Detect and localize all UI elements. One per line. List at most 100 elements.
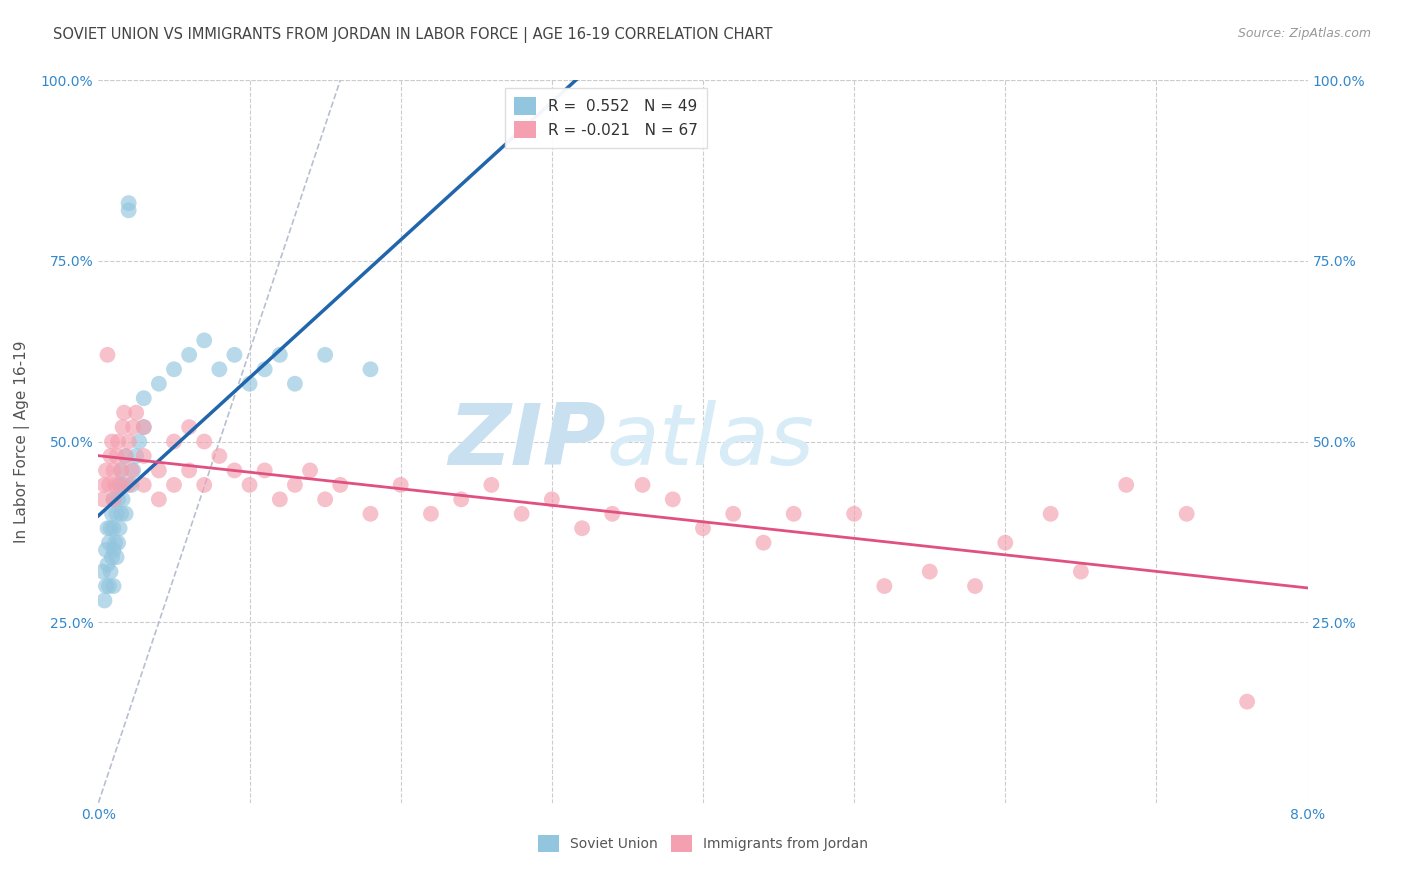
Point — [752, 535, 775, 549]
Point — [94, 542, 117, 557]
Point — [108, 521, 131, 535]
Point — [918, 565, 941, 579]
Point — [314, 492, 336, 507]
Point — [114, 449, 136, 463]
Point — [122, 420, 145, 434]
Point — [93, 593, 115, 607]
Point — [873, 579, 896, 593]
Point — [389, 478, 412, 492]
Point — [224, 463, 246, 477]
Point — [122, 463, 145, 477]
Point — [108, 478, 131, 492]
Point — [661, 492, 683, 507]
Point — [107, 535, 129, 549]
Text: Source: ZipAtlas.com: Source: ZipAtlas.com — [1237, 27, 1371, 40]
Point — [110, 463, 132, 477]
Point — [314, 348, 336, 362]
Point — [329, 478, 352, 492]
Point — [179, 463, 201, 477]
Point — [571, 521, 593, 535]
Point — [148, 492, 170, 507]
Point — [269, 348, 291, 362]
Point — [125, 406, 148, 420]
Point — [98, 579, 121, 593]
Point — [121, 463, 143, 477]
Point — [94, 579, 117, 593]
Point — [450, 492, 472, 507]
Point — [253, 362, 276, 376]
Point — [110, 463, 132, 477]
Point — [284, 376, 307, 391]
Point — [193, 434, 215, 449]
Point — [104, 535, 127, 549]
Point — [103, 492, 125, 507]
Point — [98, 535, 121, 549]
Point — [163, 362, 186, 376]
Point — [103, 492, 125, 507]
Point — [132, 478, 155, 492]
Point — [965, 579, 987, 593]
Point — [1039, 507, 1062, 521]
Point — [148, 376, 170, 391]
Point — [132, 420, 155, 434]
Point — [103, 521, 125, 535]
Point — [994, 535, 1017, 549]
Point — [284, 478, 307, 492]
Legend: Soviet Union, Immigrants from Jordan: Soviet Union, Immigrants from Jordan — [533, 830, 873, 857]
Point — [103, 542, 125, 557]
Point — [253, 463, 276, 477]
Point — [148, 463, 170, 477]
Point — [96, 558, 118, 572]
Point — [93, 478, 115, 492]
Point — [105, 507, 128, 521]
Point — [100, 521, 122, 535]
Point — [163, 434, 186, 449]
Point — [783, 507, 806, 521]
Point — [111, 420, 134, 434]
Point — [103, 579, 125, 593]
Point — [132, 420, 155, 434]
Point — [481, 478, 503, 492]
Point — [100, 565, 122, 579]
Point — [239, 376, 262, 391]
Point — [112, 406, 135, 420]
Point — [224, 348, 246, 362]
Point — [96, 348, 118, 362]
Point — [107, 492, 129, 507]
Point — [208, 362, 231, 376]
Point — [91, 565, 114, 579]
Point — [179, 420, 201, 434]
Point — [91, 492, 114, 507]
Point — [110, 507, 132, 521]
Point — [125, 449, 148, 463]
Point — [118, 203, 141, 218]
Point — [1175, 507, 1198, 521]
Point — [100, 449, 122, 463]
Point — [118, 196, 141, 211]
Point — [94, 463, 117, 477]
Point — [1236, 695, 1258, 709]
Text: ZIP: ZIP — [449, 400, 606, 483]
Point — [1070, 565, 1092, 579]
Text: SOVIET UNION VS IMMIGRANTS FROM JORDAN IN LABOR FORCE | AGE 16-19 CORRELATION CH: SOVIET UNION VS IMMIGRANTS FROM JORDAN I… — [53, 27, 773, 43]
Point — [239, 478, 262, 492]
Point — [121, 478, 143, 492]
Point — [103, 463, 125, 477]
Point — [105, 550, 128, 565]
Point — [101, 550, 124, 565]
Point — [510, 507, 533, 521]
Point — [208, 449, 231, 463]
Point — [844, 507, 866, 521]
Point — [269, 492, 291, 507]
Point — [111, 492, 134, 507]
Point — [360, 507, 382, 521]
Point — [193, 334, 215, 348]
Point — [108, 478, 131, 492]
Point — [1115, 478, 1137, 492]
Point — [114, 449, 136, 463]
Point — [96, 521, 118, 535]
Point — [132, 391, 155, 405]
Point — [128, 434, 150, 449]
Point — [179, 348, 201, 362]
Point — [360, 362, 382, 376]
